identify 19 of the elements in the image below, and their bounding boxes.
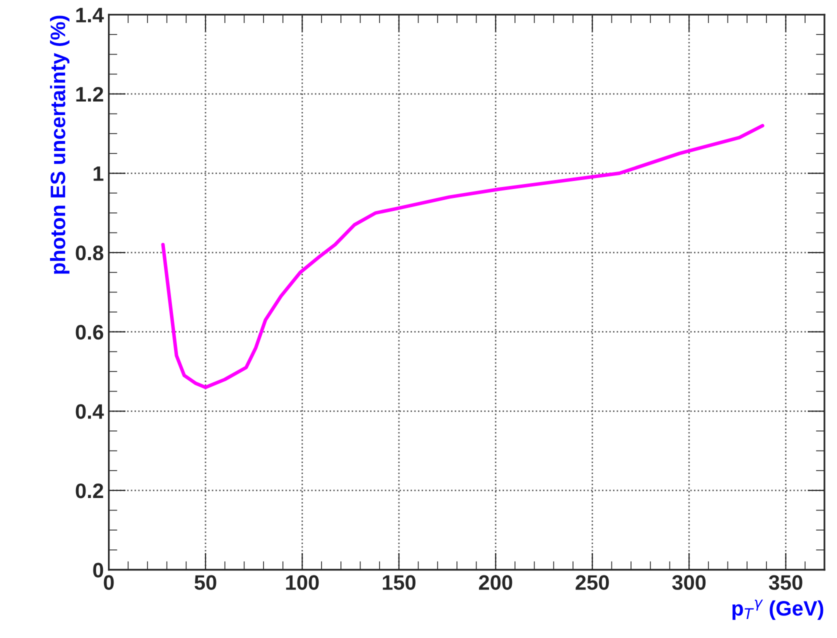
- y-tick-label: 0: [93, 562, 104, 578]
- y-tick-label: 1.4: [76, 8, 104, 22]
- y-tick-label: 0.2: [76, 483, 104, 498]
- x-tick-label: 200: [478, 575, 512, 590]
- x-tick-label: 50: [194, 575, 216, 590]
- x-axis-title: p$_{T}$$^{γ}$ (GeV): [732, 600, 824, 620]
- y-tick-label: 0.4: [76, 404, 104, 419]
- y-tick-label: 0.6: [76, 324, 104, 340]
- x-tick-label: 150: [382, 575, 416, 590]
- x-tick-label: 350: [768, 575, 802, 590]
- y-axis-title: photon ES uncertainty (%): [50, 16, 70, 274]
- x-tick-label: 0: [104, 575, 114, 590]
- line-series: [161, 124, 764, 390]
- x-tick-label: 300: [672, 575, 706, 590]
- y-tick-label: 0.8: [76, 246, 104, 260]
- x-tick-label: 250: [576, 575, 609, 590]
- y-tick-label: 1.2: [76, 86, 104, 102]
- y-tick-label: 1: [94, 166, 104, 181]
- x-tick-label: 100: [286, 575, 319, 590]
